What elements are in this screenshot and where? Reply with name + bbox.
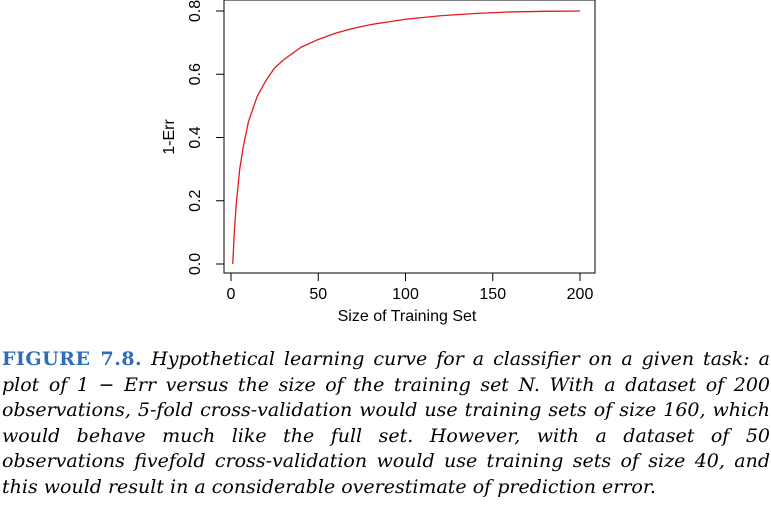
figure-label: FIGURE 7.8. xyxy=(2,348,143,370)
x-axis-title: Size of Training Set xyxy=(338,308,477,325)
caption-text: Hypothetical learning curve for a classi… xyxy=(2,348,770,498)
x-tick-label: 100 xyxy=(392,286,419,303)
y-tick-label: 0.2 xyxy=(187,190,204,212)
y-axis: 0.0 0.2 0.4 0.6 0.8 xyxy=(187,0,224,275)
y-tick-label: 0.6 xyxy=(187,63,204,85)
y-axis-title: 1-Err xyxy=(161,119,178,155)
x-tick-label: 200 xyxy=(567,286,594,303)
x-tick-label: 0 xyxy=(227,286,236,303)
figure-caption: FIGURE 7.8. Hypothetical learning curve … xyxy=(2,347,770,500)
y-tick-label: 0.8 xyxy=(187,0,204,22)
y-tick-label: 0.0 xyxy=(187,253,204,275)
x-axis: 0 50 100 150 200 xyxy=(227,273,594,303)
x-tick-label: 50 xyxy=(309,286,327,303)
y-tick-label: 0.4 xyxy=(187,126,204,148)
x-tick-label: 150 xyxy=(479,286,506,303)
learning-curve-chart: 0 50 100 150 200 0.0 0.2 0.4 0.6 0.8 Size of Tra… xyxy=(161,0,596,325)
plot-frame xyxy=(223,0,596,274)
learning-curve-line xyxy=(232,10,581,265)
figure: 0 50 100 150 200 0.0 0.2 0.4 0.6 0.8 Size of Tra… xyxy=(161,0,596,325)
series-layer xyxy=(232,10,581,265)
